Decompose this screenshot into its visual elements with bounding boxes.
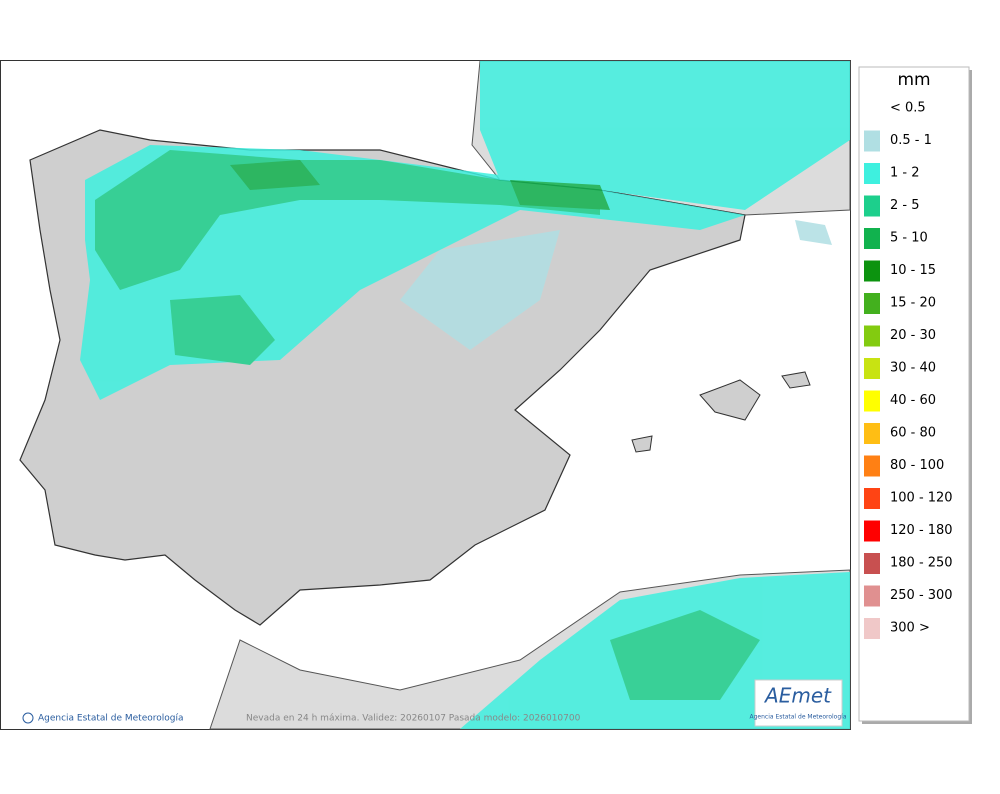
snow-field xyxy=(80,61,850,729)
legend-label: 20 - 30 xyxy=(890,328,936,343)
map xyxy=(19,60,851,730)
legend-label: 100 - 120 xyxy=(890,491,953,506)
legend-swatch xyxy=(864,553,880,574)
logo-box xyxy=(754,679,843,727)
legend-swatch xyxy=(864,325,880,347)
legend-swatch xyxy=(864,488,880,509)
legend-label: 30 - 40 xyxy=(890,361,936,376)
legend-label: 60 - 80 xyxy=(890,426,936,441)
snow-area xyxy=(480,61,850,210)
legend-label: 5 - 10 xyxy=(890,231,928,246)
snow-area xyxy=(795,220,832,245)
legend-swatch xyxy=(864,618,880,639)
snow-area xyxy=(170,295,275,365)
legend-swatch xyxy=(864,585,880,607)
legend-label: 2 - 5 xyxy=(890,198,920,213)
legend-swatch xyxy=(864,195,880,217)
legend-swatch xyxy=(864,358,880,379)
legend-swatch xyxy=(864,293,880,314)
legend-swatch xyxy=(864,455,880,477)
legend-swatch xyxy=(864,390,880,412)
snow-area xyxy=(610,610,760,700)
legend-swatch xyxy=(864,228,880,249)
legend-label: 120 - 180 xyxy=(890,523,953,538)
map-caption: Nevada en 24 h máxima. Validez: 20260107… xyxy=(246,714,581,724)
mallorca xyxy=(699,379,761,421)
legend-label: 300 > xyxy=(890,621,930,636)
legend-label: 15 - 20 xyxy=(890,296,936,311)
legend-label: 10 - 15 xyxy=(890,263,936,278)
snow-area xyxy=(510,180,610,210)
legend-label: 180 - 250 xyxy=(890,556,953,571)
legend-title: mm xyxy=(897,70,930,90)
copyright-icon xyxy=(22,712,34,724)
legend-label: 0.5 - 1 xyxy=(890,133,932,148)
legend-label: 80 - 100 xyxy=(890,458,944,473)
ibiza xyxy=(631,435,653,453)
logo-subtitle: Agencia Estatal de Meteorología xyxy=(750,714,847,721)
legend-swatch xyxy=(864,423,880,444)
agency-credit: Agencia Estatal de Meteorología xyxy=(38,714,184,724)
menorca xyxy=(781,371,811,389)
snow-area xyxy=(400,230,560,350)
legend-swatch xyxy=(864,520,880,542)
legend-label: < 0.5 xyxy=(890,101,926,116)
legend-label: 40 - 60 xyxy=(890,393,936,408)
legend-swatch xyxy=(864,260,880,282)
legend-swatch xyxy=(864,163,880,184)
legend-swatch xyxy=(864,130,880,152)
snow-area xyxy=(95,150,600,290)
legend-label: 1 - 2 xyxy=(890,166,920,181)
legend-label: 250 - 300 xyxy=(890,588,953,603)
logo-name: AEmet xyxy=(763,684,832,708)
snow-area xyxy=(230,160,320,190)
